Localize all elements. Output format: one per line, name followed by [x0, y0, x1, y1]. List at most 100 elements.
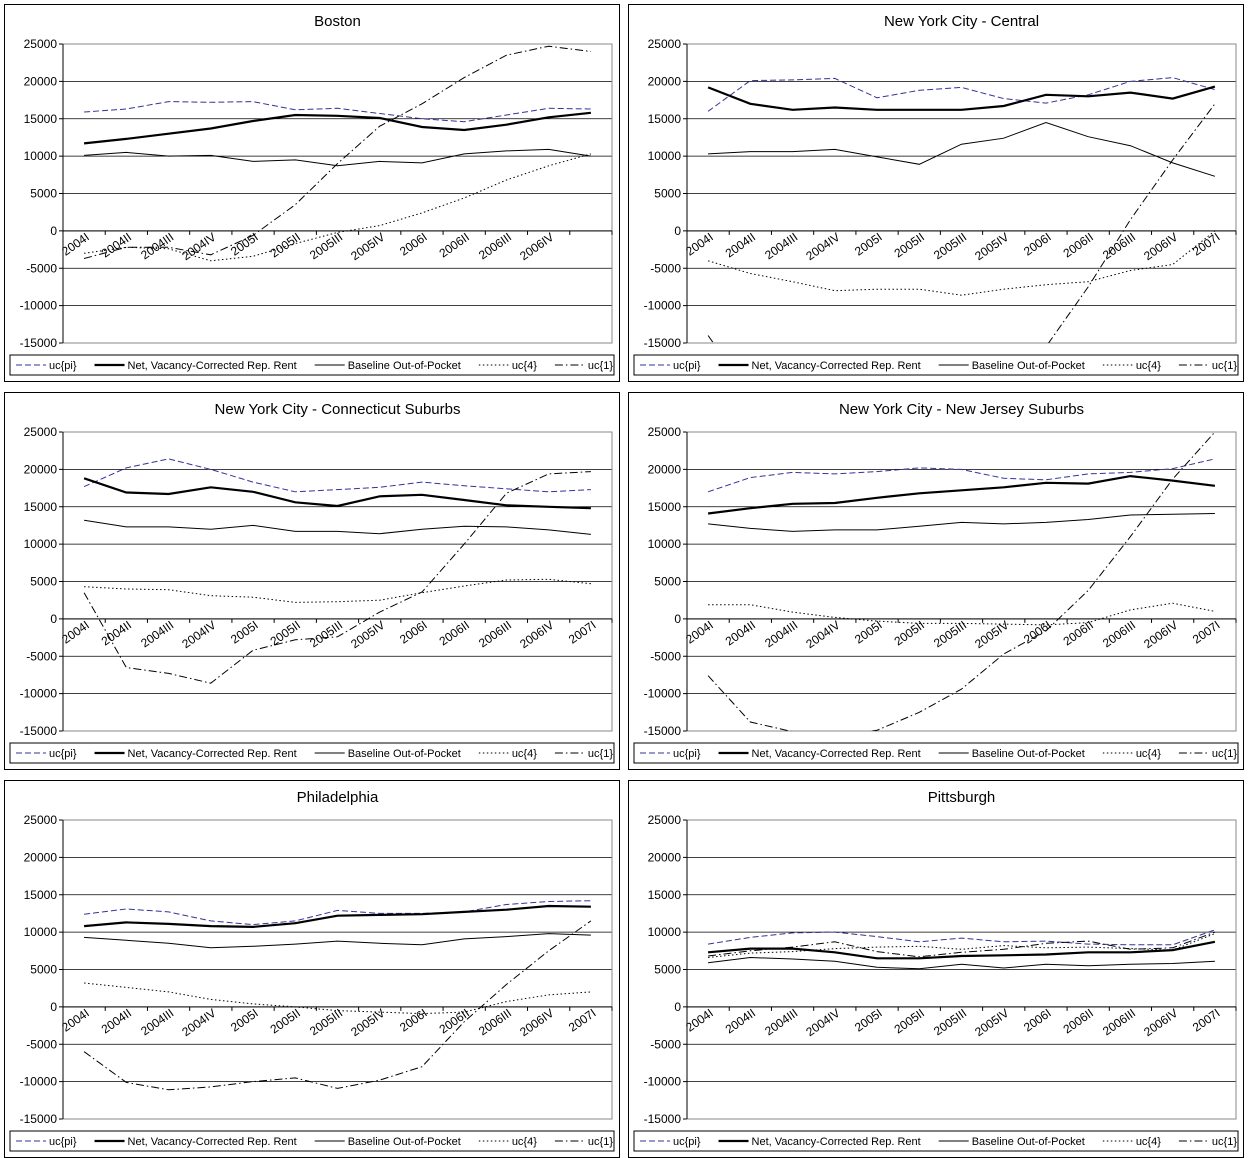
- chart-panel: New York City - New Jersey Suburbs -15000…: [628, 392, 1244, 770]
- y-tick-label: -5000: [26, 261, 57, 275]
- legend-box: [633, 742, 1239, 764]
- legend-box: [633, 354, 1239, 376]
- series-line: [707, 230, 1216, 296]
- series-lines: [83, 458, 591, 684]
- chart-title: New York City - Central: [884, 13, 1039, 30]
- legend-label: Baseline Out-of-Pocket: [972, 360, 1085, 372]
- legend-label: uc{1}: [588, 1136, 613, 1148]
- series-line: [83, 111, 592, 145]
- y-tick-label: -10000: [644, 687, 682, 701]
- y-tick-label: 20000: [648, 462, 682, 476]
- y-tick-label: 15000: [24, 500, 58, 514]
- series-line: [83, 477, 591, 510]
- legend-box: [9, 1130, 615, 1152]
- series-line: [84, 933, 591, 949]
- panel-frame: [628, 780, 1244, 1158]
- legend-box: [9, 354, 615, 376]
- y-tick-label: 0: [674, 224, 681, 238]
- chart-panel: New York City - Connecticut Suburbs -1500…: [4, 392, 620, 770]
- panel-frame: [4, 4, 620, 382]
- y-tick-label: -5000: [650, 1037, 681, 1051]
- series-lines: [83, 45, 592, 262]
- y-tick-label: 0: [50, 1000, 57, 1014]
- series-line: [707, 474, 1216, 515]
- legend-label: uc{4}: [1136, 748, 1161, 760]
- y-tick-label: 15000: [24, 888, 58, 902]
- series-line: [84, 519, 591, 535]
- series-line: [84, 904, 591, 929]
- y-tick-label: 0: [50, 224, 57, 238]
- legend-label: uc{pi}: [673, 1136, 701, 1148]
- y-tick-label: 25000: [648, 813, 682, 827]
- series-line: [708, 513, 1215, 532]
- legend-label: uc{4}: [1136, 1136, 1161, 1148]
- y-tick-label: -15000: [20, 1112, 58, 1126]
- series-line: [84, 148, 591, 167]
- legend-label: Baseline Out-of-Pocket: [348, 748, 461, 760]
- legend-box: [633, 1130, 1239, 1152]
- series-line: [708, 602, 1215, 626]
- y-tick-label: -15000: [644, 724, 682, 738]
- legend-label: Net, Vacancy-Corrected Rep. Rent: [128, 1136, 297, 1148]
- legend-label: Baseline Out-of-Pocket: [348, 1136, 461, 1148]
- chart-title: New York City - Connecticut Suburbs: [215, 401, 461, 418]
- y-tick-label: 5000: [30, 187, 57, 201]
- series-line: [707, 458, 1216, 493]
- series-line: [84, 101, 591, 123]
- y-tick-label: 20000: [648, 850, 682, 864]
- y-tick-label: -15000: [20, 724, 58, 738]
- legend-label: uc{pi}: [673, 360, 701, 372]
- series-lines: [708, 929, 1216, 970]
- legend-label: uc{pi}: [673, 748, 701, 760]
- y-tick-label: 10000: [648, 149, 682, 163]
- legend-label: uc{1}: [1212, 360, 1237, 372]
- series-lines: [707, 432, 1216, 731]
- legend-label: uc{4}: [512, 748, 537, 760]
- legend-label: uc{1}: [588, 748, 613, 760]
- y-tick-label: -5000: [26, 1037, 57, 1051]
- y-tick-label: 25000: [24, 813, 58, 827]
- y-tick-label: -10000: [20, 687, 58, 701]
- y-tick-label: 5000: [654, 187, 681, 201]
- legend-label: Net, Vacancy-Corrected Rep. Rent: [752, 1136, 921, 1148]
- y-tick-label: 0: [50, 612, 57, 626]
- chart-panel: New York City - Central -15000 -10000 -5000…: [628, 4, 1244, 382]
- series-line: [84, 982, 591, 1015]
- y-tick-label: 20000: [24, 850, 58, 864]
- series-line: [84, 578, 591, 603]
- chart-title: Pittsburgh: [928, 789, 996, 806]
- series-line: [84, 900, 591, 926]
- legend-label: uc{1}: [588, 360, 613, 372]
- legend-label: uc{1}: [1212, 748, 1237, 760]
- series-line: [707, 77, 1216, 112]
- y-tick-label: 15000: [648, 888, 682, 902]
- panel-frame: [4, 780, 620, 1158]
- y-tick-label: -10000: [20, 1075, 58, 1089]
- series-line: [83, 458, 591, 493]
- y-tick-label: -5000: [650, 649, 681, 663]
- y-tick-label: 5000: [30, 963, 57, 977]
- y-tick-label: -15000: [644, 336, 682, 350]
- series-line: [707, 432, 1216, 731]
- y-tick-label: 25000: [24, 425, 58, 439]
- y-tick-label: 5000: [654, 575, 681, 589]
- y-tick-label: -15000: [644, 1112, 682, 1126]
- legend-label: uc{pi}: [49, 360, 77, 372]
- y-tick-label: -10000: [644, 299, 682, 313]
- legend-label: Net, Vacancy-Corrected Rep. Rent: [752, 748, 921, 760]
- legend-label: uc{4}: [1136, 360, 1161, 372]
- legend-label: uc{pi}: [49, 748, 77, 760]
- legend-label: uc{4}: [512, 1136, 537, 1148]
- legend-label: Baseline Out-of-Pocket: [972, 748, 1085, 760]
- chart-title: New York City - New Jersey Suburbs: [839, 401, 1084, 418]
- chart-panel: Boston -15000 -10000 -5000 0 5000 10000 15000 20…: [4, 4, 620, 382]
- legend-label: uc{pi}: [49, 1136, 77, 1148]
- y-tick-label: 15000: [648, 112, 682, 126]
- y-tick-label: -5000: [26, 649, 57, 663]
- series-line: [708, 933, 1216, 958]
- series-line: [708, 931, 1216, 958]
- y-tick-label: 10000: [648, 537, 682, 551]
- legend-box: [9, 742, 615, 764]
- y-tick-label: 20000: [648, 74, 682, 88]
